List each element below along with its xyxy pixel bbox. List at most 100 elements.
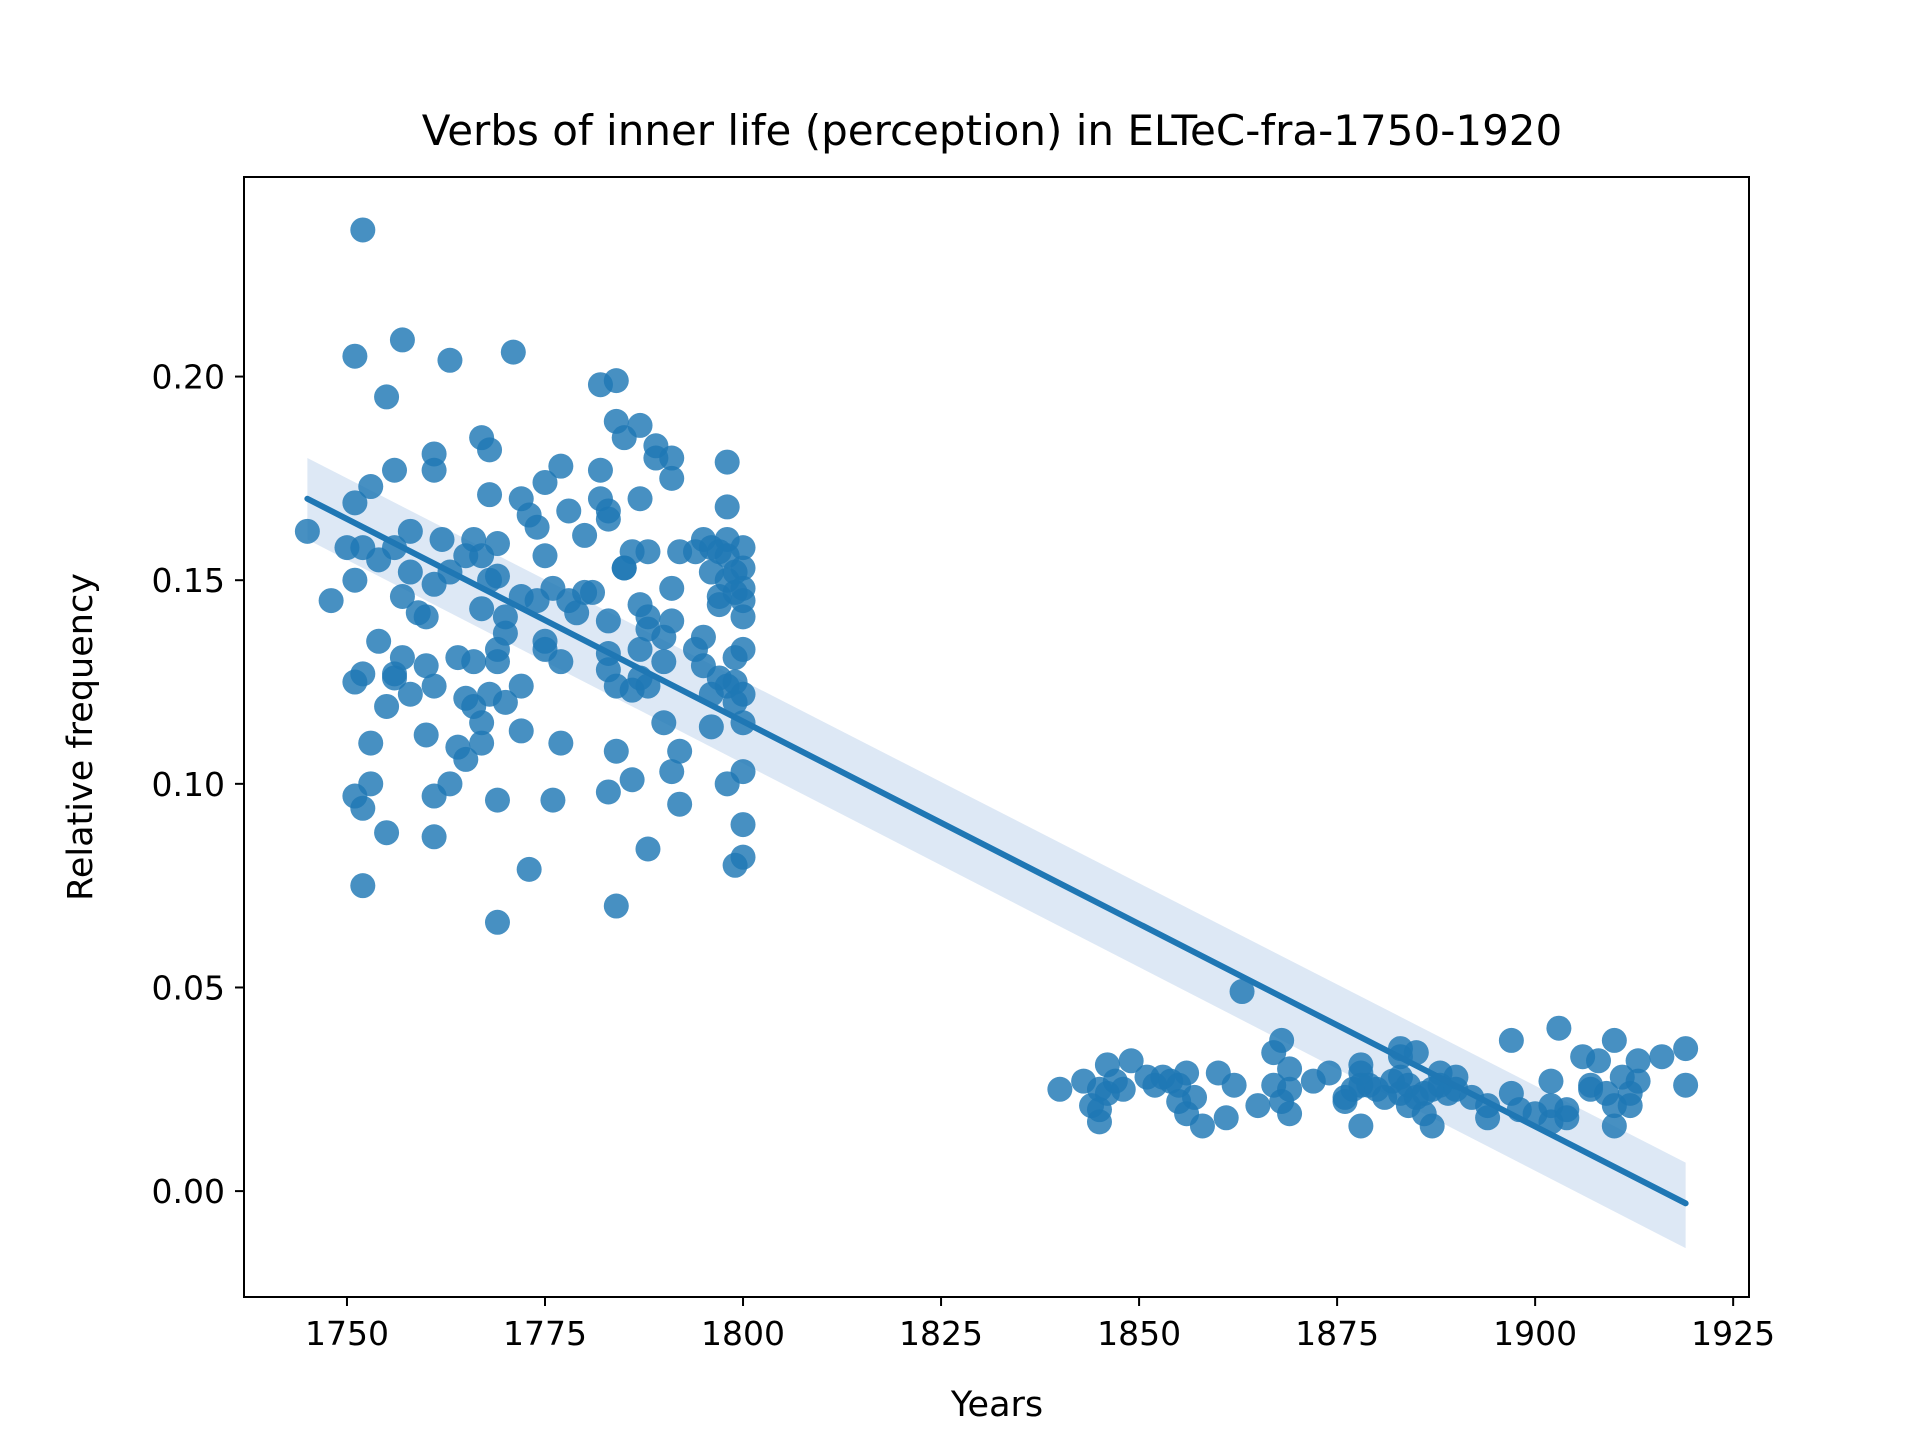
data-point <box>595 608 621 634</box>
y-tick-label: 0.15 <box>152 561 225 600</box>
data-point <box>1182 1084 1208 1110</box>
data-point <box>469 596 495 622</box>
data-point <box>1546 1015 1572 1041</box>
y-tick-label: 0.20 <box>152 358 225 397</box>
data-point <box>294 518 320 544</box>
y-tick-label: 0.00 <box>152 1172 225 1211</box>
chart-title: Verbs of inner life (perception) in ELTe… <box>422 106 1563 155</box>
data-point <box>1245 1093 1271 1119</box>
data-point <box>1189 1113 1215 1139</box>
data-point <box>469 710 495 736</box>
data-point <box>382 665 407 691</box>
data-point <box>532 469 558 495</box>
data-point <box>730 636 756 662</box>
data-point <box>698 714 724 740</box>
data-point <box>627 486 653 512</box>
data-point <box>516 856 542 882</box>
data-point <box>1348 1113 1374 1139</box>
x-tick-label: 1800 <box>701 1314 785 1353</box>
data-point <box>397 681 423 707</box>
data-point <box>651 710 677 736</box>
data-point <box>397 559 423 585</box>
data-point <box>413 722 439 748</box>
data-point <box>730 535 756 561</box>
data-point <box>1277 1076 1303 1102</box>
data-point <box>730 604 756 630</box>
data-point <box>1419 1113 1445 1139</box>
data-point <box>714 449 740 475</box>
data-point <box>350 873 376 899</box>
data-point <box>437 347 463 373</box>
data-point <box>603 738 629 764</box>
data-point <box>659 608 685 634</box>
data-point <box>1269 1027 1295 1053</box>
data-point <box>366 628 392 654</box>
data-point <box>421 457 447 483</box>
data-point <box>564 600 590 626</box>
data-point <box>730 844 756 870</box>
data-point <box>350 795 376 821</box>
data-point <box>397 518 423 544</box>
data-point <box>477 482 503 508</box>
data-point <box>627 412 653 438</box>
data-point <box>374 384 400 410</box>
data-point <box>548 730 574 756</box>
data-point <box>413 653 439 679</box>
data-point <box>548 453 574 479</box>
data-point <box>508 673 534 699</box>
data-point <box>389 645 415 671</box>
data-point <box>1649 1044 1675 1070</box>
data-point <box>358 474 384 500</box>
data-point <box>1475 1105 1501 1131</box>
data-point <box>730 555 756 581</box>
data-point <box>659 465 685 491</box>
data-point <box>1601 1027 1627 1053</box>
data-point <box>595 506 621 532</box>
data-point <box>1277 1101 1303 1127</box>
x-tick-label: 1900 <box>1493 1314 1577 1353</box>
data-point <box>627 636 653 662</box>
x-tick-label: 1875 <box>1295 1314 1379 1353</box>
data-point <box>1554 1105 1580 1131</box>
data-point <box>1118 1048 1144 1074</box>
y-tick-label: 0.05 <box>152 968 225 1007</box>
data-point <box>714 494 740 520</box>
data-point <box>342 490 368 516</box>
data-point <box>548 649 574 675</box>
data-point <box>342 343 368 369</box>
x-tick-label: 1825 <box>899 1314 983 1353</box>
data-point <box>1403 1040 1429 1066</box>
data-point <box>730 812 756 838</box>
data-point <box>659 575 685 601</box>
data-point <box>1538 1068 1564 1094</box>
data-point <box>603 893 629 919</box>
data-point <box>382 457 407 483</box>
data-point <box>1625 1068 1651 1094</box>
data-point <box>413 604 439 630</box>
y-tick-label: 0.10 <box>152 765 225 804</box>
data-point <box>690 624 716 650</box>
data-point <box>318 588 344 614</box>
data-point <box>572 522 598 548</box>
data-point <box>540 787 566 813</box>
data-point <box>500 339 526 365</box>
data-point <box>1673 1072 1699 1098</box>
x-tick-label: 1775 <box>503 1314 587 1353</box>
x-tick-label: 1850 <box>1097 1314 1181 1353</box>
data-point <box>587 457 613 483</box>
data-point <box>635 673 661 699</box>
data-point <box>651 649 677 675</box>
data-point <box>469 730 495 756</box>
data-point <box>1617 1093 1643 1119</box>
data-point <box>667 791 693 817</box>
data-point <box>1601 1113 1627 1139</box>
data-point <box>477 437 503 463</box>
plot-frame <box>243 176 1750 1298</box>
data-point <box>532 543 558 569</box>
data-point <box>1277 1056 1303 1082</box>
data-point <box>1625 1048 1651 1074</box>
data-point <box>350 661 376 687</box>
data-point <box>421 824 447 850</box>
data-point <box>524 514 550 540</box>
